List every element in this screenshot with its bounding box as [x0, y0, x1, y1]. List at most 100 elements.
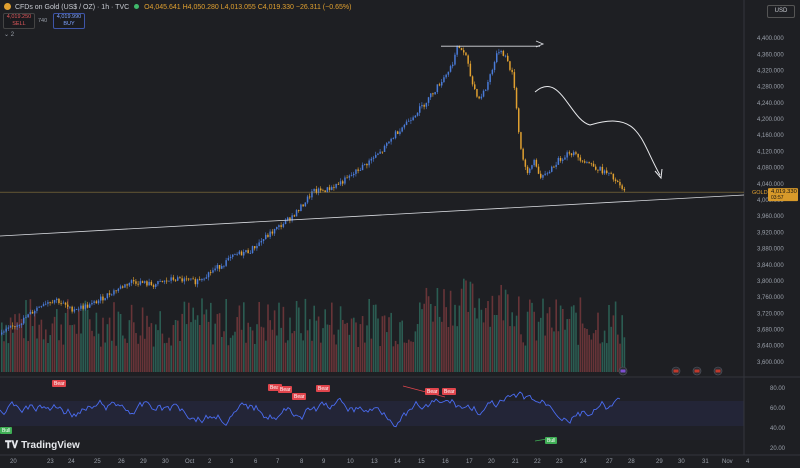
- volume-bar: [588, 334, 590, 372]
- volume-bar: [388, 317, 390, 372]
- volume-bar: [174, 320, 177, 372]
- sell-button[interactable]: 4,019.250 SELL: [3, 13, 35, 29]
- volume-bar: [89, 319, 91, 372]
- volume-bar: [218, 313, 221, 372]
- volume-bar: [427, 296, 430, 372]
- volume-bar: [29, 299, 32, 372]
- candle-body: [542, 175, 544, 178]
- candle-body: [491, 69, 494, 75]
- volume-bar: [247, 322, 249, 372]
- candle-body: [573, 152, 575, 156]
- volume-bar: [434, 306, 436, 372]
- volume-bar: [306, 330, 309, 372]
- candle-body: [185, 278, 188, 280]
- volume-bar: [566, 319, 568, 372]
- candle-body: [430, 93, 432, 98]
- candle-body: [152, 285, 155, 287]
- candle-body: [551, 166, 553, 172]
- volume-bar: [130, 304, 133, 372]
- candle-body: [49, 302, 51, 303]
- candle-body: [548, 171, 551, 174]
- volume-bar: [146, 315, 148, 372]
- candle-body: [359, 170, 362, 171]
- volume-bar: [465, 280, 467, 372]
- volume-bar: [137, 343, 139, 372]
- rsi-bear-tag: [278, 386, 292, 393]
- candle-body: [412, 117, 414, 121]
- candle-body: [392, 138, 395, 139]
- volume-bar: [192, 307, 194, 372]
- volume-bar: [537, 321, 540, 372]
- candle-body: [344, 177, 346, 184]
- time-tick-label: 24: [68, 459, 75, 465]
- candle-body: [337, 183, 340, 185]
- candle-body: [588, 162, 590, 164]
- candle-body: [232, 254, 234, 257]
- candle-body: [29, 311, 32, 315]
- volume-bar: [623, 337, 626, 372]
- volume-bar: [183, 301, 186, 372]
- buy-button[interactable]: 4,019.990 BUY: [53, 13, 85, 29]
- volume-bar: [579, 297, 582, 372]
- volume-bar: [225, 299, 227, 372]
- volume-bar: [227, 345, 230, 372]
- volume-bar: [258, 301, 260, 372]
- volume-bar: [500, 284, 502, 372]
- candle-body: [480, 96, 483, 99]
- candle-body: [214, 268, 216, 271]
- symbol-title[interactable]: CFDs on Gold (US$ / OZ) · 1h · TVC: [14, 4, 130, 11]
- candle-body: [405, 121, 408, 125]
- volume-bar: [324, 309, 326, 372]
- volume-bar: [346, 322, 348, 372]
- volume-bar: [56, 309, 58, 372]
- currency-selector[interactable]: USD: [767, 5, 795, 18]
- candle-body: [348, 175, 351, 178]
- candle-body: [280, 225, 282, 227]
- volume-bar: [430, 303, 432, 372]
- volume-bar: [210, 302, 212, 372]
- volume-bar: [326, 324, 329, 372]
- volume-bar: [243, 302, 245, 372]
- candle-body: [42, 304, 45, 307]
- volume-bar: [199, 324, 201, 372]
- candle-body: [383, 145, 386, 152]
- tradingview-icon: 𝐓𝐕: [5, 440, 19, 451]
- volume-bar: [612, 315, 615, 372]
- volume-bar: [493, 314, 496, 372]
- candle-body: [218, 265, 221, 269]
- candle-body: [478, 96, 480, 99]
- volume-bar: [27, 340, 29, 372]
- volume-bar: [379, 346, 381, 372]
- candle-body: [436, 84, 439, 93]
- candle-body: [240, 251, 243, 256]
- candle-body: [419, 106, 421, 113]
- volume-bar: [100, 346, 102, 372]
- time-tick-label: 8: [300, 459, 304, 465]
- volume-bar: [328, 324, 331, 372]
- volume-bar: [104, 342, 106, 372]
- volume-bar: [113, 302, 115, 372]
- volume-bar: [91, 330, 93, 372]
- candle-body: [438, 84, 441, 86]
- candle-body: [328, 187, 331, 190]
- candle-body: [350, 175, 353, 176]
- candle-body: [331, 187, 333, 190]
- candle-body: [562, 159, 564, 161]
- volume-bar: [447, 326, 450, 372]
- candle-body: [210, 272, 212, 274]
- rsi-bear-tag: [425, 388, 439, 395]
- candle-body: [166, 280, 168, 282]
- candle-body: [203, 278, 205, 280]
- candle-body: [64, 302, 67, 305]
- volume-bar: [38, 324, 40, 372]
- volume-bar: [573, 305, 575, 372]
- time-tick-label: 6: [254, 459, 258, 465]
- candle-body: [553, 166, 555, 168]
- candle-body: [315, 189, 318, 193]
- candle-body: [62, 302, 65, 304]
- candle-body: [443, 77, 445, 82]
- indicators-collapse-toggle[interactable]: ⌄ 2: [4, 32, 15, 38]
- candle-body: [229, 256, 232, 258]
- volume-bar: [106, 324, 109, 372]
